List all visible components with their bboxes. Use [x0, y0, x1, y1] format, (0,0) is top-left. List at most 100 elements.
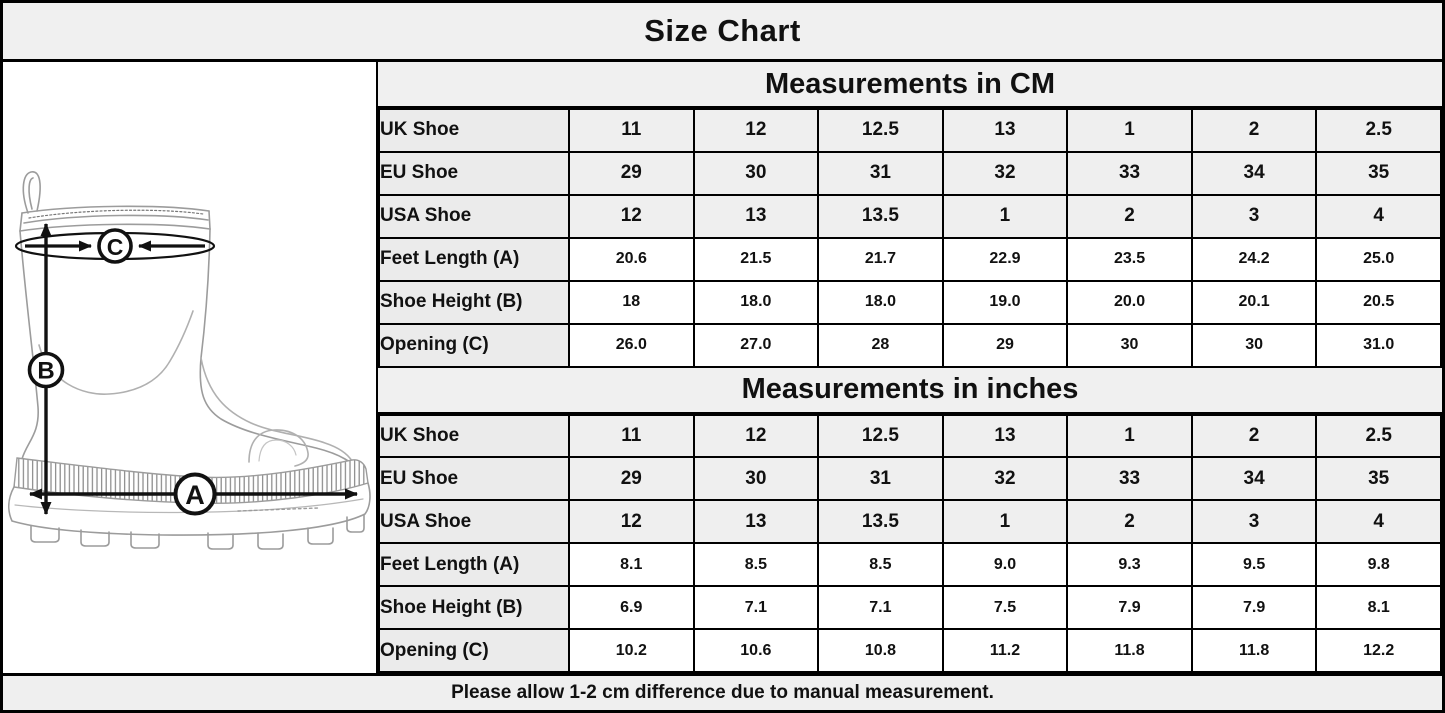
row-label: UK Shoe [378, 413, 570, 459]
value-cell: 10.8 [817, 628, 944, 673]
footer-note-bar: Please allow 1-2 cm difference due to ma… [3, 673, 1442, 710]
value-cell: 20.5 [1315, 279, 1442, 325]
value-cell: 4 [1315, 499, 1442, 545]
tables-panel: Measurements in CM UK Shoe 11 12 12.5 13 1 2 2.… [378, 62, 1442, 673]
value-cell: 12.2 [1315, 628, 1442, 673]
value-cell: 11.8 [1190, 628, 1318, 673]
value-cell: 13.5 [817, 193, 944, 239]
label-circle-b [27, 351, 65, 389]
measurement-c: C [14, 228, 216, 264]
value-cell: 25.0 [1315, 236, 1442, 282]
value-cell: 2.5 [1315, 108, 1442, 153]
value-cell: 1 [1066, 413, 1193, 459]
table-row: Shoe Height (B) 6.9 7.1 7.1 7.5 7.9 7.9 8.1 [378, 585, 1442, 631]
value-cell: 20.6 [568, 236, 695, 282]
value-cell: 4 [1315, 193, 1442, 239]
row-label: USA Shoe [378, 193, 570, 239]
value-cell: 2 [1066, 499, 1193, 545]
cm-table-wrap: UK Shoe 11 12 12.5 13 1 2 2.5 EU Shoe 29 30 31 32 33 3… [378, 108, 1442, 368]
value-cell: 30 [692, 150, 820, 196]
table-row: UK Shoe 11 12 12.5 13 1 2 2.5 [378, 108, 1442, 153]
value-cell: 2.5 [1315, 413, 1442, 459]
value-cell: 2 [1190, 413, 1318, 459]
value-cell: 29 [568, 150, 695, 196]
value-cell: 12.5 [817, 413, 944, 459]
value-cell: 12.5 [817, 108, 944, 153]
value-cell: 2 [1190, 108, 1318, 153]
row-label: Opening (C) [378, 628, 570, 673]
title-bar: Size Chart [3, 3, 1442, 62]
cm-table-title: Measurements in CM [764, 67, 1056, 100]
table-row: Opening (C) 26.0 27.0 28 29 30 30 31.0 [378, 322, 1442, 368]
table-row: Shoe Height (B) 18 18.0 18.0 19.0 20.0 20.1 20.… [378, 279, 1442, 325]
footer-note: Please allow 1-2 cm difference due to ma… [451, 682, 994, 703]
value-cell: 30 [1190, 322, 1318, 368]
value-cell: 20.1 [1190, 279, 1318, 325]
value-cell: 35 [1315, 456, 1442, 502]
table-row: USA Shoe 12 13 13.5 1 2 3 4 [378, 193, 1442, 239]
cm-table: UK Shoe 11 12 12.5 13 1 2 2.5 EU Shoe 29 30 31 32 33 3… [378, 108, 1442, 368]
value-cell: 31 [817, 150, 944, 196]
value-cell: 13 [692, 499, 820, 545]
table-row: UK Shoe 11 12 12.5 13 1 2 2.5 [378, 413, 1442, 459]
value-cell: 8.5 [692, 542, 820, 588]
value-cell: 3 [1190, 499, 1318, 545]
value-cell: 33 [1066, 456, 1193, 502]
value-cell: 3 [1190, 193, 1318, 239]
value-cell: 29 [941, 322, 1069, 368]
row-label: EU Shoe [378, 150, 570, 196]
diagram-label-b: B [37, 358, 54, 385]
value-cell: 22.9 [941, 236, 1069, 282]
label-circle-c [97, 228, 133, 264]
value-cell: 13.5 [817, 499, 944, 545]
value-cell: 21.7 [817, 236, 944, 282]
value-cell: 31 [817, 456, 944, 502]
value-cell: 7.5 [941, 585, 1069, 631]
value-cell: 28 [817, 322, 944, 368]
value-cell: 34 [1190, 456, 1318, 502]
row-label: EU Shoe [378, 456, 570, 502]
value-cell: 18.0 [692, 279, 820, 325]
row-label: USA Shoe [378, 499, 570, 545]
value-cell: 18.0 [817, 279, 944, 325]
value-cell: 7.9 [1066, 585, 1193, 631]
value-cell: 1 [941, 499, 1069, 545]
value-cell: 8.1 [1315, 585, 1442, 631]
table-row: USA Shoe 12 13 13.5 1 2 3 4 [378, 499, 1442, 545]
value-cell: 8.5 [817, 542, 944, 588]
inch-table: UK Shoe 11 12 12.5 13 1 2 2.5 EU Shoe 29 30 31 32 33 3… [378, 413, 1442, 674]
table-row: Feet Length (A) 20.6 21.5 21.7 22.9 23.5 24.2 2… [378, 236, 1442, 282]
value-cell: 7.1 [692, 585, 820, 631]
inch-table-title: Measurements in inches [741, 373, 1079, 405]
value-cell: 11 [568, 413, 695, 459]
measurement-b: B [27, 223, 65, 515]
value-cell: 9.5 [1190, 542, 1318, 588]
inch-table-header: Measurements in inches [378, 367, 1442, 414]
value-cell: 32 [941, 456, 1069, 502]
value-cell: 30 [1066, 322, 1193, 368]
value-cell: 19.0 [941, 279, 1069, 325]
value-cell: 31.0 [1315, 322, 1442, 368]
value-cell: 10.2 [568, 628, 695, 673]
value-cell: 13 [941, 108, 1069, 153]
value-cell: 2 [1066, 193, 1193, 239]
value-cell: 13 [692, 193, 820, 239]
value-cell: 9.8 [1315, 542, 1442, 588]
value-cell: 27.0 [692, 322, 820, 368]
value-cell: 24.2 [1190, 236, 1318, 282]
row-label: Feet Length (A) [378, 236, 570, 282]
value-cell: 8.1 [568, 542, 695, 588]
value-cell: 26.0 [568, 322, 695, 368]
page-title: Size Chart [644, 13, 801, 48]
boot-illustration: C B A [8, 171, 371, 550]
value-cell: 7.9 [1190, 585, 1318, 631]
value-cell: 9.0 [941, 542, 1069, 588]
value-cell: 9.3 [1066, 542, 1193, 588]
value-cell: 13 [941, 413, 1069, 459]
inch-table-wrap: UK Shoe 11 12 12.5 13 1 2 2.5 EU Shoe 29 30 31 32 33 3… [378, 413, 1442, 674]
boot-diagram-panel: C B A [3, 62, 378, 673]
row-label: Feet Length (A) [378, 542, 570, 588]
value-cell: 20.0 [1066, 279, 1193, 325]
value-cell: 23.5 [1066, 236, 1193, 282]
